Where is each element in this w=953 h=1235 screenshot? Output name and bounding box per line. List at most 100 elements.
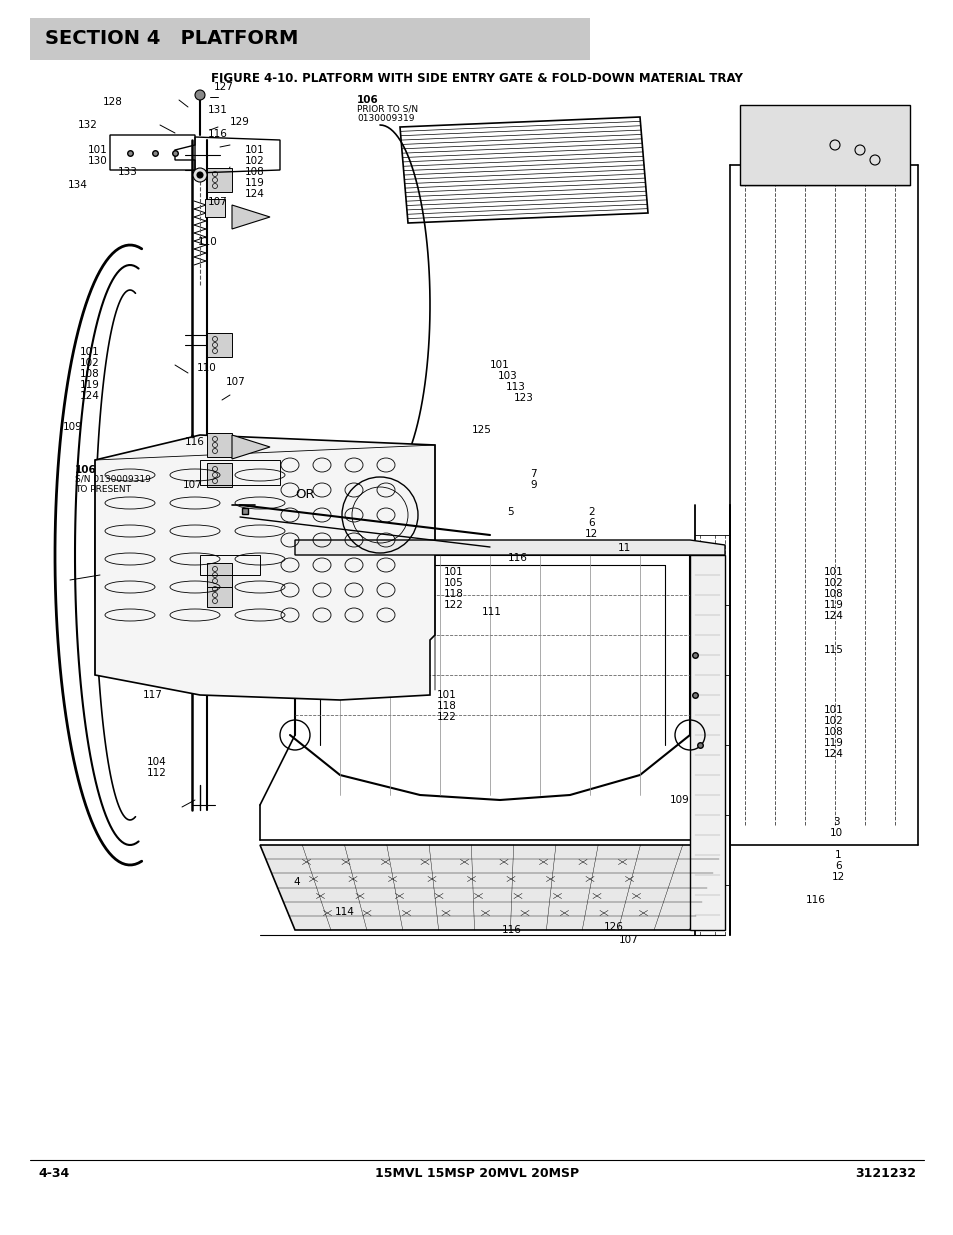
Polygon shape (95, 435, 435, 700)
Text: 116: 116 (805, 895, 825, 905)
Polygon shape (294, 540, 724, 555)
Text: 122: 122 (443, 600, 463, 610)
Polygon shape (232, 435, 270, 459)
Text: 3121232: 3121232 (854, 1167, 915, 1179)
Text: 116: 116 (507, 553, 527, 563)
Text: 10: 10 (829, 827, 842, 839)
Polygon shape (260, 845, 724, 930)
Text: 101: 101 (436, 690, 456, 700)
Text: 3: 3 (832, 818, 839, 827)
Text: SECTION 4   PLATFORM: SECTION 4 PLATFORM (45, 30, 298, 48)
Text: 126: 126 (603, 923, 623, 932)
Text: 102: 102 (80, 358, 100, 368)
Text: 132: 132 (78, 120, 98, 130)
Text: 131: 131 (208, 105, 228, 115)
Bar (207, 333, 232, 357)
Text: 108: 108 (245, 167, 265, 177)
Text: 112: 112 (147, 768, 167, 778)
Text: 12: 12 (831, 872, 844, 882)
Bar (740, 105, 909, 185)
Text: 12: 12 (584, 529, 598, 538)
Text: 117: 117 (143, 690, 163, 700)
Text: 102: 102 (245, 156, 265, 165)
Text: 11: 11 (618, 543, 631, 553)
Bar (207, 168, 232, 191)
Text: 134: 134 (68, 180, 88, 190)
Circle shape (194, 90, 205, 100)
Text: 7: 7 (530, 469, 536, 479)
Bar (200, 555, 260, 576)
FancyBboxPatch shape (30, 19, 589, 61)
Text: 0130009319: 0130009319 (356, 114, 414, 124)
Text: 129: 129 (230, 117, 250, 127)
Text: 114: 114 (335, 906, 355, 918)
Text: 124: 124 (245, 189, 265, 199)
Text: 4-34: 4-34 (38, 1167, 70, 1179)
Text: 116: 116 (208, 128, 228, 140)
Text: 127: 127 (213, 82, 233, 91)
Text: 130: 130 (88, 156, 108, 165)
Text: 133: 133 (118, 167, 138, 177)
Text: 6: 6 (587, 517, 594, 529)
Text: 111: 111 (481, 606, 501, 618)
Text: 108: 108 (823, 727, 842, 737)
Text: 123: 123 (514, 393, 534, 403)
Text: 108: 108 (80, 369, 100, 379)
Text: 101: 101 (443, 567, 463, 577)
Text: 116: 116 (501, 925, 521, 935)
Polygon shape (689, 555, 724, 930)
Bar (205, 199, 225, 217)
Circle shape (196, 172, 203, 178)
Text: 118: 118 (436, 701, 456, 711)
Text: 6: 6 (834, 861, 841, 871)
Bar (200, 459, 280, 485)
Text: 124: 124 (823, 748, 843, 760)
Text: 101: 101 (490, 359, 509, 370)
Text: 2: 2 (587, 508, 594, 517)
Text: 108: 108 (823, 589, 842, 599)
Text: 102: 102 (823, 578, 842, 588)
Text: 115: 115 (823, 645, 843, 655)
Text: 15MVL 15MSP 20MVL 20MSP: 15MVL 15MSP 20MVL 20MSP (375, 1167, 578, 1179)
Text: 128: 128 (103, 98, 123, 107)
Bar (207, 433, 232, 457)
Text: 110: 110 (196, 363, 216, 373)
Text: 1: 1 (834, 850, 841, 860)
Text: 106: 106 (356, 95, 378, 105)
Text: 9: 9 (530, 480, 536, 490)
Text: 101: 101 (80, 347, 100, 357)
Text: 5: 5 (506, 508, 513, 517)
Text: 101: 101 (88, 144, 108, 156)
Text: 105: 105 (443, 578, 463, 588)
Text: OR: OR (294, 489, 314, 501)
Text: 107: 107 (208, 198, 228, 207)
Text: 106: 106 (75, 466, 96, 475)
Text: 124: 124 (823, 611, 843, 621)
Text: 4: 4 (293, 877, 299, 887)
Text: 119: 119 (80, 380, 100, 390)
Polygon shape (232, 205, 270, 228)
Text: 118: 118 (443, 589, 463, 599)
Text: TO PRESENT: TO PRESENT (75, 485, 131, 494)
Text: FIGURE 4-10. PLATFORM WITH SIDE ENTRY GATE & FOLD-DOWN MATERIAL TRAY: FIGURE 4-10. PLATFORM WITH SIDE ENTRY GA… (211, 72, 742, 85)
Text: 122: 122 (436, 713, 456, 722)
Text: 113: 113 (505, 382, 525, 391)
Text: 107: 107 (226, 377, 246, 387)
Text: 101: 101 (245, 144, 265, 156)
Text: 119: 119 (823, 600, 843, 610)
Text: 101: 101 (823, 705, 842, 715)
Text: PRIOR TO S/N: PRIOR TO S/N (356, 105, 417, 114)
Text: 116: 116 (185, 437, 205, 447)
Bar (207, 563, 232, 587)
Text: 109: 109 (63, 422, 83, 432)
Text: S/N 0130009319: S/N 0130009319 (75, 475, 151, 484)
Text: 125: 125 (472, 425, 492, 435)
Text: 119: 119 (245, 178, 265, 188)
Circle shape (193, 168, 207, 182)
Bar (207, 583, 232, 606)
Text: 109: 109 (669, 795, 689, 805)
Text: 102: 102 (823, 716, 842, 726)
Text: 107: 107 (183, 480, 203, 490)
Text: 103: 103 (497, 370, 517, 382)
Text: 124: 124 (80, 391, 100, 401)
